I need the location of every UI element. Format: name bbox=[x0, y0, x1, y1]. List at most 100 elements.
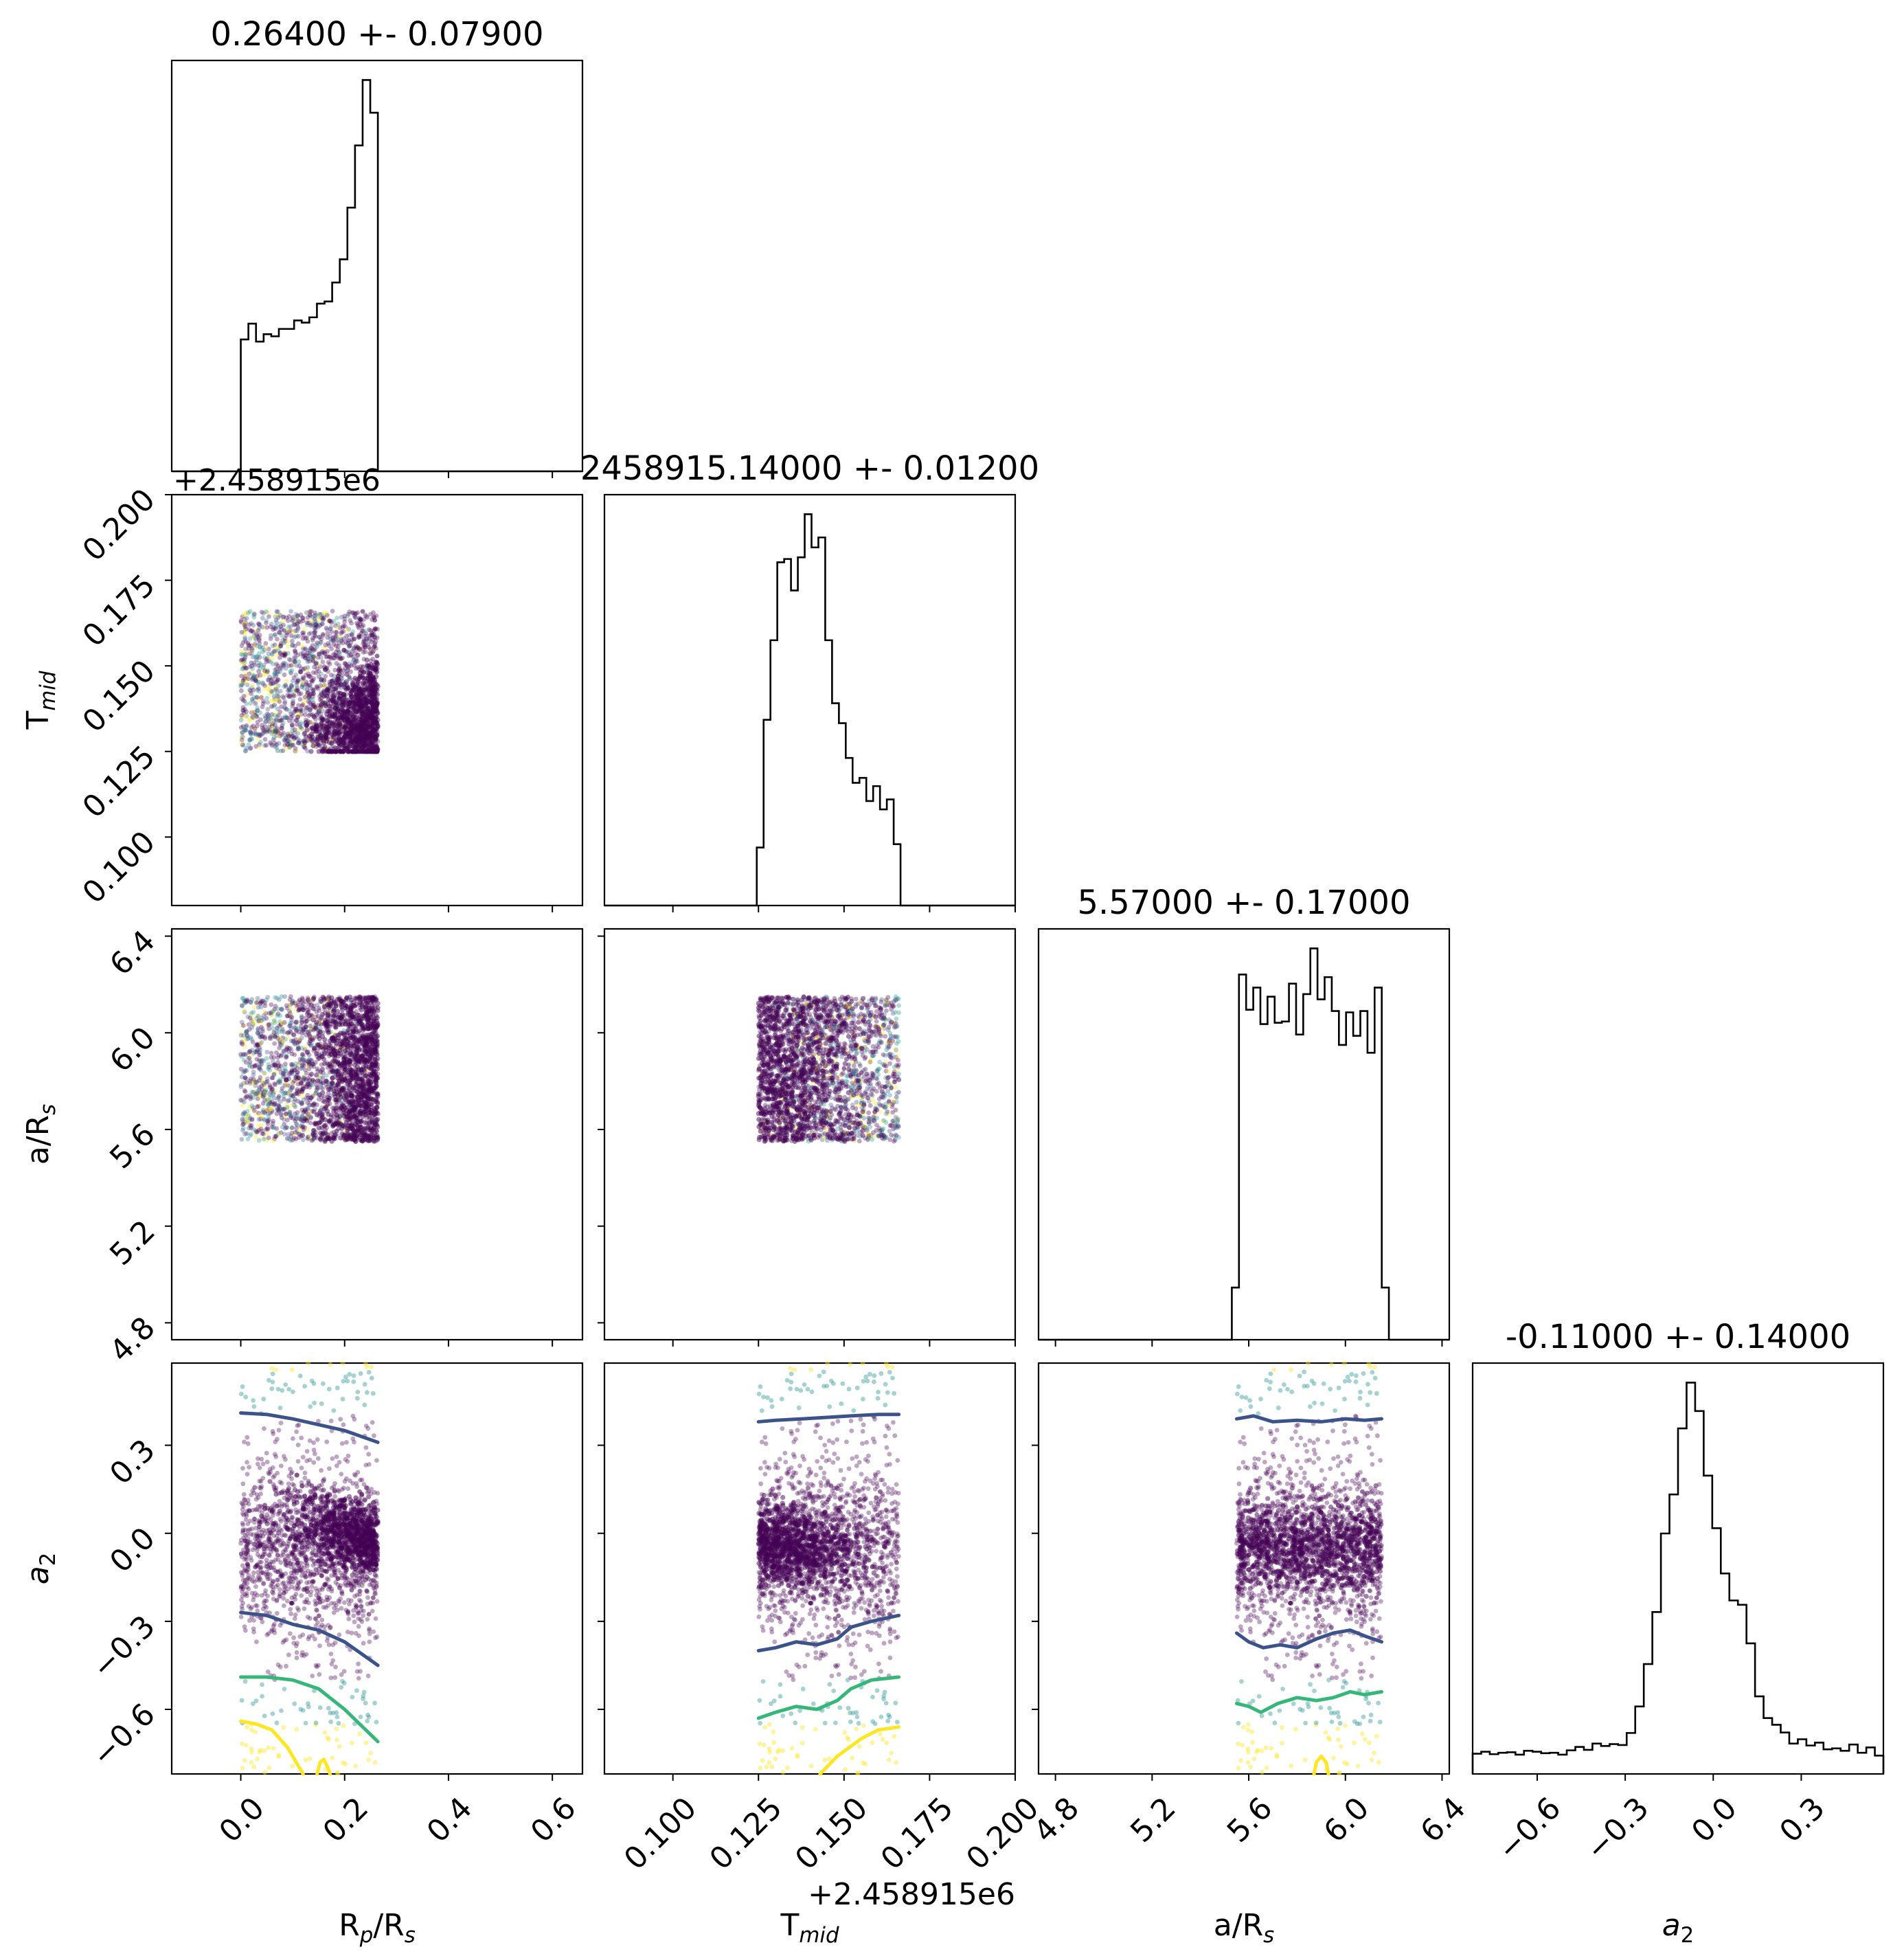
scatter-point bbox=[286, 1136, 291, 1141]
scatter-point bbox=[291, 1116, 296, 1121]
scatter-point bbox=[269, 1002, 274, 1007]
scatter-point bbox=[372, 1004, 378, 1010]
scatter-point bbox=[304, 1019, 309, 1024]
scatter-point bbox=[320, 1131, 326, 1136]
scatter-point bbox=[243, 665, 249, 671]
scatter-point bbox=[312, 1046, 317, 1051]
scatter-point bbox=[266, 1022, 271, 1027]
scatter-point bbox=[271, 721, 275, 726]
scatter-point bbox=[359, 686, 365, 691]
scatter-point bbox=[308, 631, 314, 636]
scatter-point bbox=[313, 1121, 318, 1126]
scatter-point bbox=[354, 1076, 360, 1081]
scatter-point bbox=[335, 749, 341, 754]
scatter-point bbox=[346, 627, 352, 632]
scatter-point bbox=[273, 1134, 277, 1139]
scatter-point bbox=[314, 712, 319, 718]
scatter-point bbox=[280, 694, 286, 699]
scatter-point bbox=[303, 1044, 308, 1050]
scatter-point bbox=[258, 1053, 262, 1057]
scatter-point bbox=[341, 1113, 347, 1118]
scatter-point bbox=[290, 1084, 295, 1090]
scatter-point bbox=[343, 710, 348, 715]
scatter-point bbox=[238, 679, 244, 684]
scatter-point bbox=[260, 704, 265, 710]
scatter-point bbox=[273, 727, 278, 732]
scatter-panel-rp_rs-t_mid bbox=[170, 493, 584, 907]
scatter-point bbox=[302, 1107, 308, 1113]
scatter-point bbox=[291, 693, 296, 698]
scatter-point bbox=[325, 1015, 330, 1021]
scatter-point bbox=[290, 1125, 295, 1130]
scatter-point bbox=[298, 707, 303, 712]
scatter-point bbox=[244, 692, 249, 697]
scatter-point bbox=[247, 687, 252, 693]
scatter-point bbox=[253, 1134, 258, 1140]
scatter-point bbox=[344, 671, 350, 677]
scatter-point bbox=[295, 715, 300, 720]
scatter-point bbox=[277, 688, 283, 694]
scatter-point bbox=[305, 665, 310, 670]
scatter-point bbox=[343, 1018, 349, 1024]
scatter-point bbox=[282, 629, 288, 633]
scatter-point bbox=[333, 699, 339, 705]
scatter-point bbox=[354, 1045, 360, 1051]
scatter-point bbox=[247, 1064, 252, 1069]
scatter-point bbox=[249, 1117, 255, 1123]
scatter-point bbox=[274, 1126, 280, 1132]
scatter-point bbox=[240, 659, 245, 664]
scatter-point bbox=[360, 721, 365, 727]
scatter-point bbox=[310, 1103, 316, 1108]
scatter-point bbox=[307, 651, 313, 655]
scatter-point bbox=[356, 1012, 361, 1018]
scatter-point bbox=[363, 649, 368, 654]
scatter-point bbox=[335, 1115, 340, 1121]
scatter-point bbox=[318, 702, 324, 708]
scatter-point bbox=[327, 713, 332, 719]
scatter-point bbox=[262, 737, 268, 742]
scatter-point bbox=[352, 1085, 357, 1090]
scatter-point bbox=[331, 1121, 337, 1127]
scatter-point bbox=[271, 735, 277, 740]
scatter-point bbox=[338, 1094, 343, 1100]
scatter-point bbox=[324, 721, 330, 727]
scatter-point bbox=[359, 1007, 364, 1013]
scatter-point bbox=[327, 682, 332, 687]
scatter-point bbox=[306, 690, 311, 695]
scatter-point bbox=[306, 997, 311, 1002]
scatter-point bbox=[336, 1068, 341, 1073]
scatter-point bbox=[311, 1109, 317, 1114]
scatter-point bbox=[258, 1000, 264, 1005]
scatter-point bbox=[374, 1129, 379, 1134]
scatter-point bbox=[249, 664, 254, 668]
scatter-point bbox=[276, 697, 282, 702]
scatter-point bbox=[269, 1036, 274, 1041]
scatter-point bbox=[370, 686, 375, 692]
scatter-point bbox=[264, 669, 270, 675]
scatter-point bbox=[345, 628, 350, 633]
scatter-point bbox=[364, 1103, 370, 1109]
scatter-point bbox=[273, 730, 278, 735]
scatter-point bbox=[324, 735, 329, 741]
scatter-point bbox=[293, 1061, 299, 1066]
scatter-point bbox=[328, 637, 333, 642]
scatter-point bbox=[295, 1075, 301, 1081]
scatter-point bbox=[254, 1000, 259, 1006]
scatter-point bbox=[305, 659, 310, 664]
scatter-point bbox=[369, 1127, 374, 1133]
scatter-point bbox=[301, 676, 306, 681]
scatter-point bbox=[327, 740, 332, 745]
scatter-point bbox=[291, 698, 296, 703]
scatter-point bbox=[331, 1038, 337, 1044]
scatter-point bbox=[331, 694, 337, 699]
scatter-point bbox=[342, 1055, 348, 1060]
scatter-point bbox=[299, 1020, 304, 1024]
scatter-point bbox=[374, 1015, 380, 1020]
histogram-line bbox=[1039, 947, 1449, 1341]
scatter-point bbox=[328, 625, 334, 630]
scatter-point bbox=[341, 726, 347, 731]
scatter-point bbox=[359, 1068, 364, 1073]
scatter-point bbox=[337, 726, 343, 732]
scatter-point bbox=[374, 674, 379, 679]
scatter-point bbox=[360, 711, 365, 717]
